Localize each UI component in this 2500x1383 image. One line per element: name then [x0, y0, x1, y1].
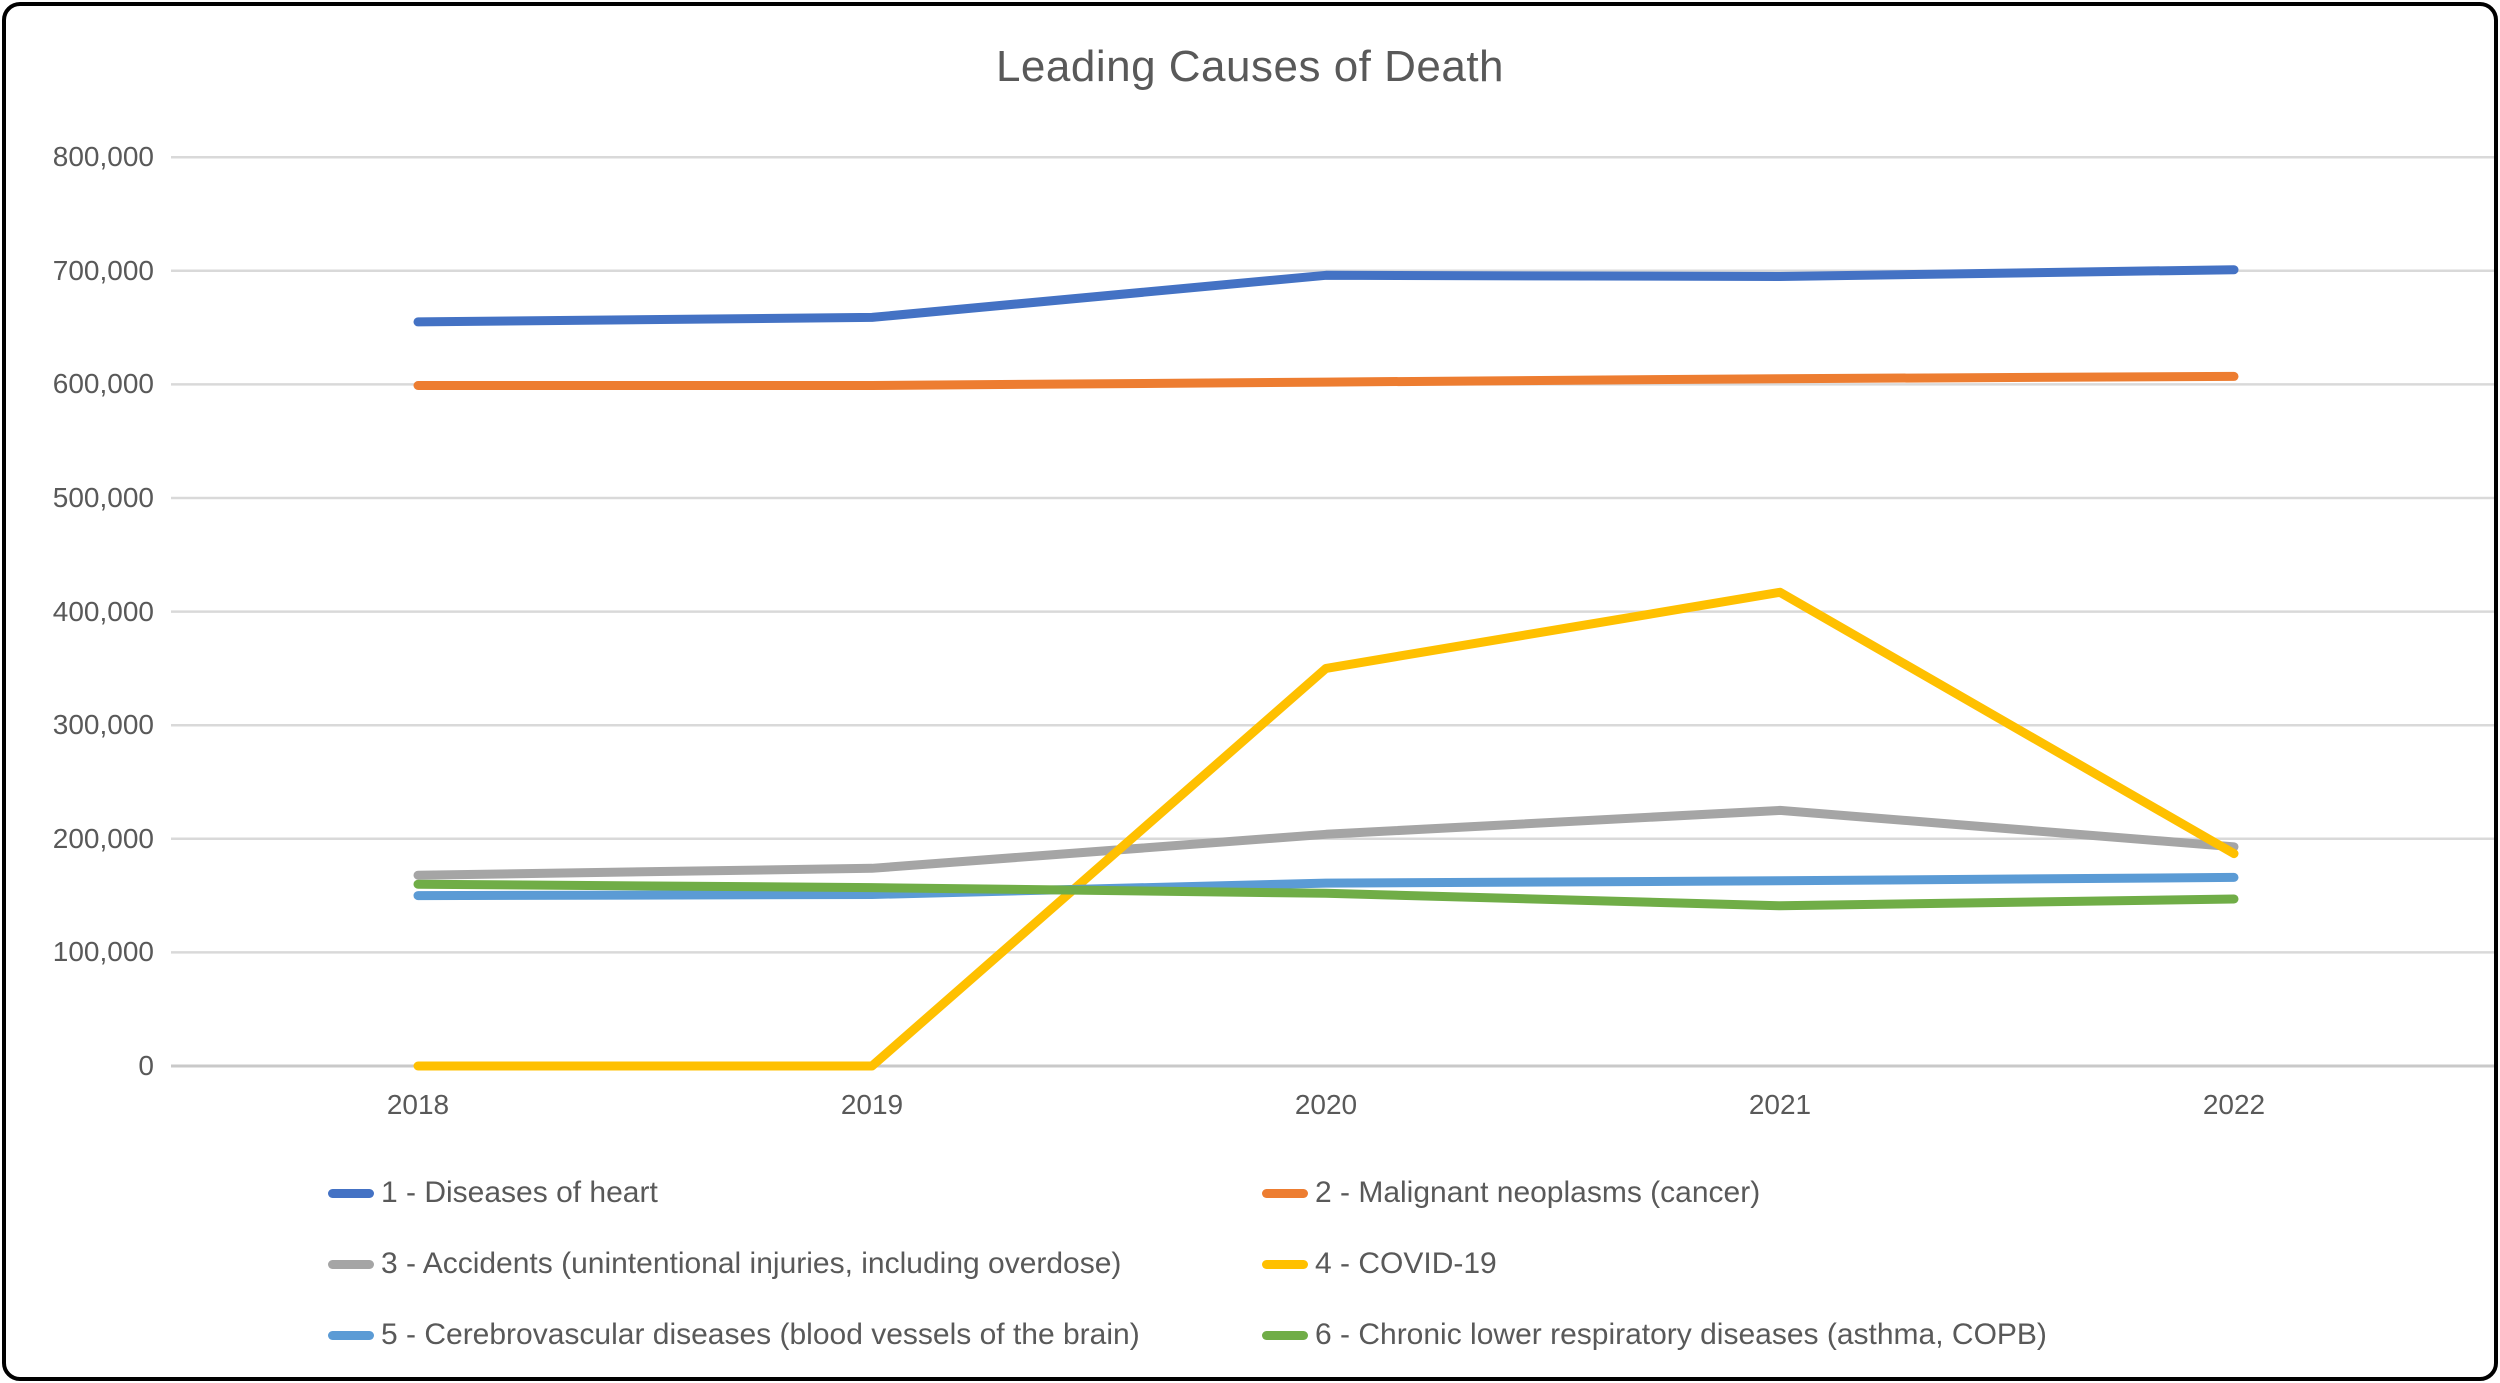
- legend-label: 5 - Cerebrovascular diseases (blood vess…: [381, 1318, 1140, 1351]
- legend-item-2: 2 - Malignant neoplasms (cancer): [1262, 1172, 1760, 1214]
- series-line-3: [413, 805, 2239, 880]
- y-axis-tick-label: 500,000: [52, 482, 154, 513]
- legend-swatch-icon: [1262, 1259, 1308, 1269]
- series-line-1: [413, 265, 2239, 327]
- y-axis-tick-label: 0: [138, 1050, 154, 1081]
- legend-swatch-icon: [1262, 1330, 1308, 1340]
- y-axis-tick-label: 200,000: [52, 822, 154, 854]
- legend-item-6: 6 - Chronic lower respiratory diseases (…: [1262, 1314, 2047, 1356]
- series-line-2: [413, 371, 2239, 390]
- legend-label: 4 - COVID-19: [1315, 1247, 1497, 1280]
- x-axis-tick-label: 2019: [840, 1089, 904, 1120]
- legend-swatch-icon: [328, 1188, 374, 1198]
- series-line-4: [413, 587, 2239, 1071]
- y-axis-tick-label: 800,000: [52, 141, 154, 173]
- y-axis-tick-label: 700,000: [52, 254, 154, 286]
- series-line-6: [413, 879, 2239, 911]
- x-axis-tick-label: 2020: [1294, 1089, 1358, 1120]
- x-axis-tick-label: 2018: [386, 1089, 450, 1120]
- legend-label: 2 - Malignant neoplasms (cancer): [1315, 1176, 1761, 1209]
- x-axis-tick-label: 2022: [2202, 1089, 2266, 1120]
- legend-label: 6 - Chronic lower respiratory diseases (…: [1315, 1318, 2047, 1351]
- y-axis-tick-label: 600,000: [52, 368, 154, 400]
- line-chart-plot-area: [171, 155, 2494, 1071]
- legend-label: 1 - Diseases of heart: [381, 1176, 658, 1209]
- legend-item-5: 5 - Cerebrovascular diseases (blood vess…: [328, 1314, 1140, 1356]
- legend-item-3: 3 - Accidents (unintentional injuries, i…: [328, 1243, 1121, 1285]
- legend-swatch-icon: [328, 1259, 374, 1269]
- x-axis-tick-label: 2021: [1748, 1089, 1812, 1120]
- legend-item-4: 4 - COVID-19: [1262, 1243, 1497, 1285]
- legend-label: 3 - Accidents (unintentional injuries, i…: [381, 1247, 1122, 1280]
- chart-title: Leading Causes of Death: [995, 42, 1505, 91]
- y-axis-tick-label: 100,000: [52, 936, 154, 968]
- legend-item-1: 1 - Diseases of heart: [328, 1172, 658, 1214]
- legend-swatch-icon: [1262, 1188, 1308, 1198]
- legend-swatch-icon: [328, 1330, 374, 1340]
- y-axis-tick-label: 300,000: [52, 709, 154, 741]
- series-line-5: [413, 872, 2239, 901]
- y-axis-tick-label: 400,000: [52, 595, 154, 627]
